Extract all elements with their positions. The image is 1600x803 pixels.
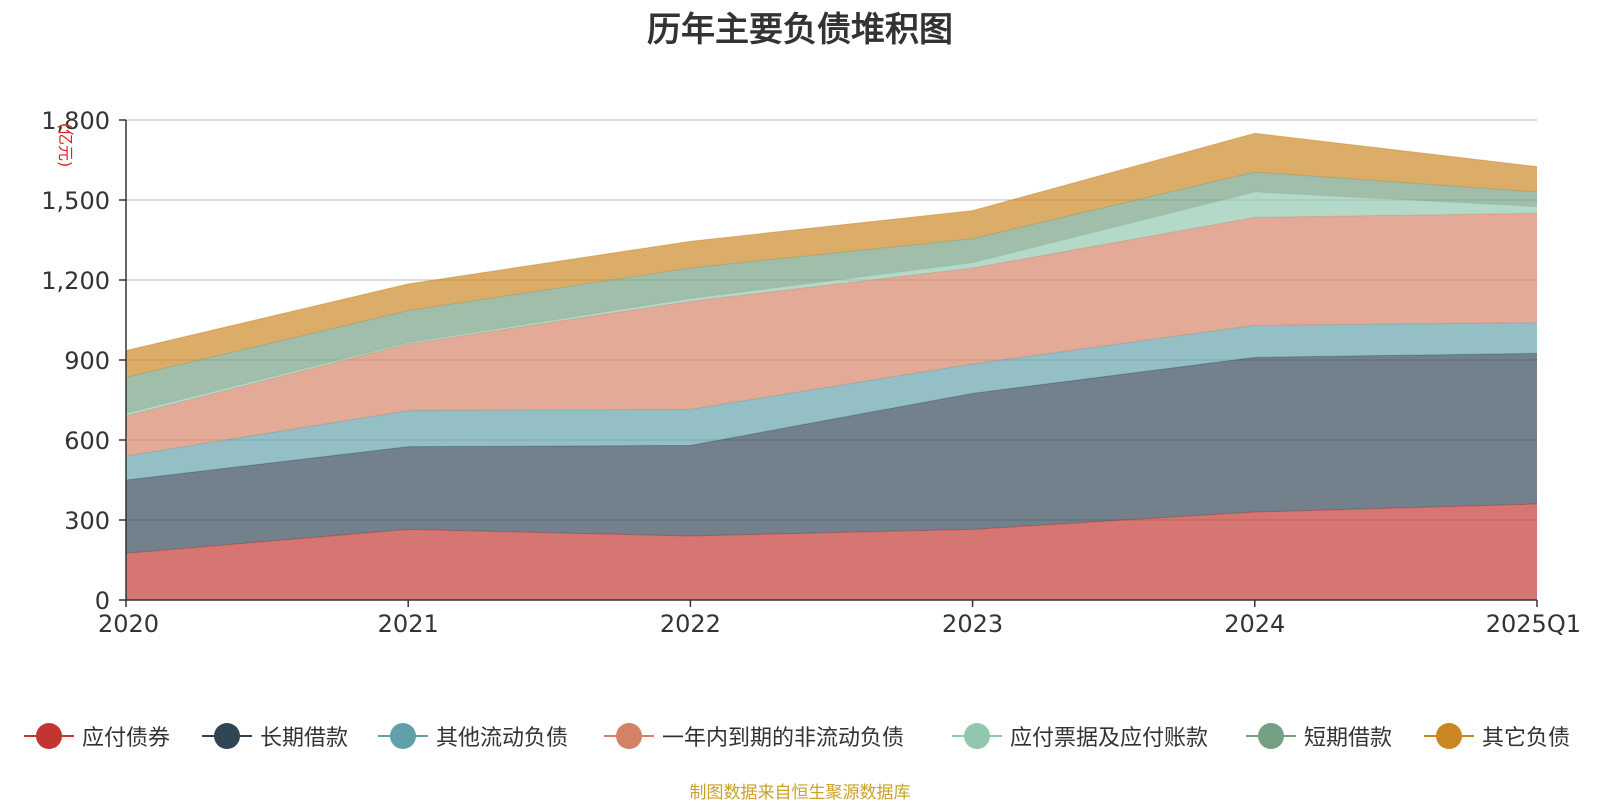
- y-tick-label: 600: [64, 427, 110, 455]
- series-line-5: [125, 191, 1538, 414]
- y-tick-label: 900: [64, 347, 110, 375]
- legend-item-3[interactable]: 其他流动负债: [378, 718, 568, 754]
- area-series-4[interactable]: [126, 213, 1537, 456]
- legend-marker: [1246, 718, 1296, 754]
- x-tick-label: 2024: [1224, 610, 1285, 638]
- legend-marker: [202, 718, 252, 754]
- series-line-7: [125, 132, 1538, 352]
- area-series-5[interactable]: [126, 192, 1537, 416]
- legend-item-4[interactable]: 一年内到期的非流动负债: [604, 718, 904, 754]
- x-tick-label: 2023: [942, 610, 1003, 638]
- legend: 应付债券 长期借款 其他流动负债 一年内到期的非流动负债 应付票据及应付账款 短期借款 其它…: [0, 718, 1600, 754]
- legend-label: 短期借款: [1304, 726, 1393, 751]
- legend-item-7[interactable]: 其它负债: [1424, 718, 1570, 754]
- legend-marker: [1424, 718, 1474, 754]
- y-axis-unit-label: (亿元): [56, 123, 75, 168]
- y-tick-label: 1,800: [41, 107, 110, 135]
- x-tick-label: 2021: [378, 610, 439, 638]
- legend-marker: [604, 718, 654, 754]
- legend-label: 一年内到期的非流动负债: [662, 726, 905, 751]
- y-tick-label: 0: [95, 587, 110, 615]
- y-tick-label: 300: [64, 507, 110, 535]
- legend-marker: [952, 718, 1002, 754]
- legend-item-6[interactable]: 短期借款: [1246, 718, 1392, 754]
- legend-item-1[interactable]: 应付债券: [24, 718, 170, 754]
- legend-label: 应付票据及应付账款: [1010, 726, 1209, 751]
- legend-label: 其它负债: [1482, 726, 1571, 751]
- legend-marker: [378, 718, 428, 754]
- y-tick-label: 1,200: [41, 267, 110, 295]
- legend-item-2[interactable]: 长期借款: [202, 718, 348, 754]
- x-tick-label: 2025Q1: [1486, 610, 1581, 638]
- y-tick-label: 1,500: [41, 187, 110, 215]
- source-note: 制图数据来自恒生聚源数据库: [689, 783, 911, 803]
- area-series: [125, 132, 1538, 600]
- area-series-6[interactable]: [126, 172, 1537, 414]
- x-tick-label: 2022: [660, 610, 721, 638]
- chart-title: 历年主要负债堆积图: [647, 10, 953, 50]
- legend-label: 应付债券: [82, 726, 171, 751]
- legend-label: 长期借款: [260, 726, 349, 751]
- area-series-7[interactable]: [126, 133, 1537, 378]
- axes: 0 300 600 900 1,200 1,500 1,800 2020 2021 2022 202…: [41, 107, 1581, 638]
- area-series-3[interactable]: [126, 322, 1537, 480]
- area-series-2[interactable]: [126, 353, 1537, 554]
- area-series-1[interactable]: [126, 504, 1537, 600]
- legend-item-5[interactable]: 应付票据及应付账款: [952, 718, 1208, 754]
- legend-marker: [24, 718, 74, 754]
- legend-label: 其他流动负债: [436, 726, 569, 751]
- x-tick-label: 2020: [98, 610, 159, 638]
